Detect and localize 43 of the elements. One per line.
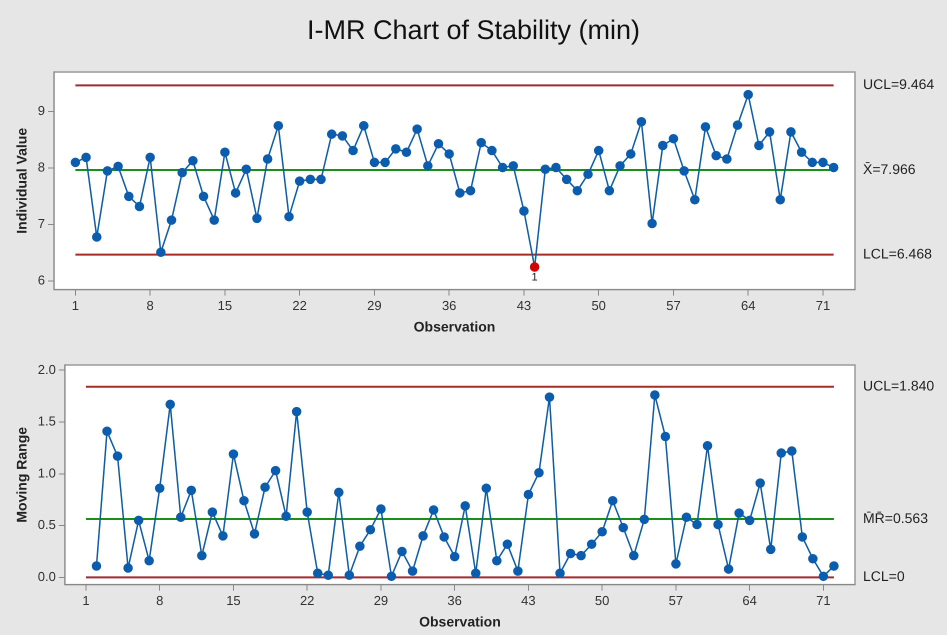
x-tick-label: 15 xyxy=(218,298,232,313)
x-tick-label: 64 xyxy=(740,298,756,313)
x-tick-label: 57 xyxy=(668,592,684,608)
y-tick-label: 2.0 xyxy=(38,362,56,377)
x-tick-label: 22 xyxy=(292,298,307,313)
ref-line-label: UCL=9.464 xyxy=(863,76,934,92)
y-tick-label: 8 xyxy=(38,160,46,175)
x-tick-label: 71 xyxy=(816,592,831,608)
y-tick-label: 6 xyxy=(38,272,46,288)
x-tick-label: 71 xyxy=(816,298,830,313)
x-tick-label: 64 xyxy=(742,592,757,608)
ref-line-label: LCL=6.468 xyxy=(863,246,932,262)
x-tick-label: 36 xyxy=(442,298,456,313)
y-tick-label: 9 xyxy=(38,103,46,118)
x-tick-label: 8 xyxy=(156,592,164,608)
annotation: 1 xyxy=(532,272,538,284)
x-tick-label: 43 xyxy=(516,298,532,313)
y-tick-label: 0.0 xyxy=(38,568,56,584)
y-axis-title: Individual Value xyxy=(13,128,30,234)
y-tick-label: 1.0 xyxy=(38,465,56,480)
ref-line-label: M̄R̄=0.563 xyxy=(863,510,928,526)
ref-line-label: LCL=0 xyxy=(863,568,905,584)
ref-line-label: X̄=7.966 xyxy=(863,160,916,177)
x-tick-label: 36 xyxy=(447,592,462,608)
x-axis-title: Observation xyxy=(419,613,501,630)
y-tick-label: 1.5 xyxy=(38,414,56,429)
y-tick-label: 7 xyxy=(38,216,46,232)
x-tick-label: 1 xyxy=(72,298,80,313)
ref-line-label: UCL=1.840 xyxy=(863,378,934,394)
chart-title: I-MR Chart of Stability (min) xyxy=(306,14,642,47)
x-tick-label: 29 xyxy=(367,298,382,313)
y-tick-label: 0.5 xyxy=(38,517,56,532)
x-tick-label: 50 xyxy=(594,592,610,608)
y-axis-title: Moving Range xyxy=(13,426,30,523)
x-tick-label: 43 xyxy=(521,592,536,608)
x-tick-label: 29 xyxy=(374,592,388,608)
x-tick-label: 22 xyxy=(300,592,314,608)
x-axis-title: Observation xyxy=(414,318,496,334)
x-tick-label: 1 xyxy=(82,592,90,608)
x-tick-label: 57 xyxy=(666,298,681,313)
x-tick-label: 50 xyxy=(591,298,606,313)
x-tick-label: 8 xyxy=(146,298,154,313)
x-tick-label: 15 xyxy=(226,592,241,608)
